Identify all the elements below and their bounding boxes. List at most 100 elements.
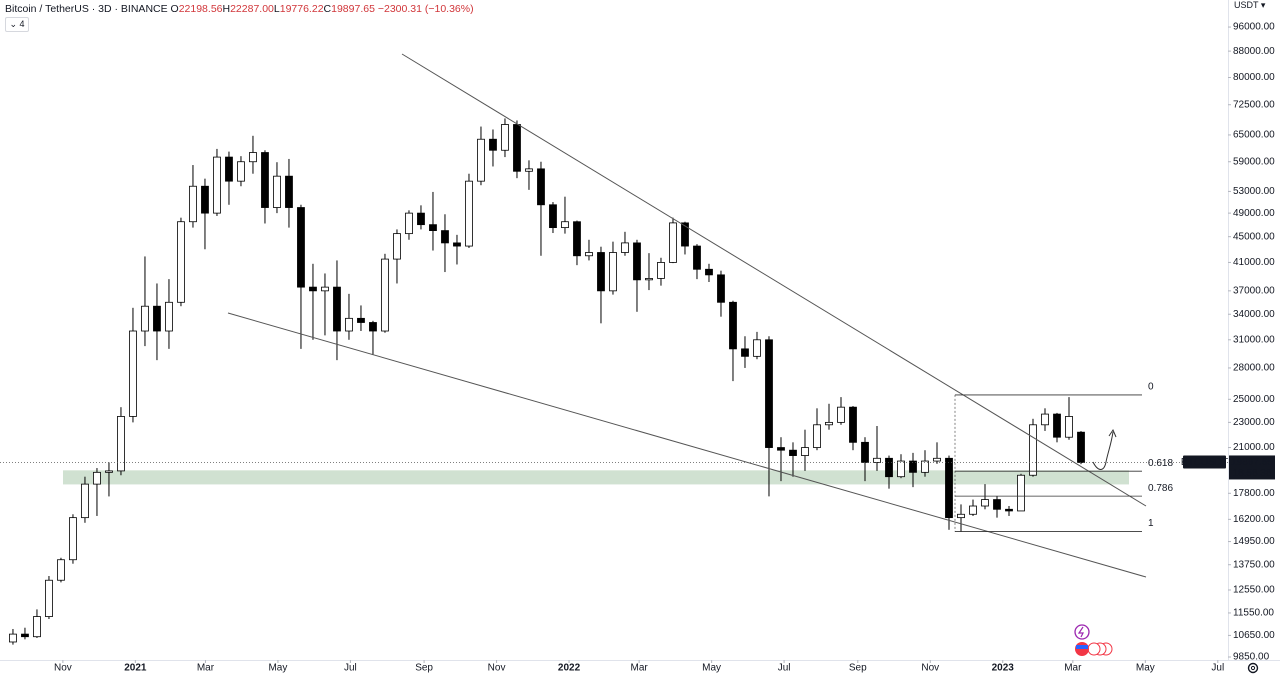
y-tick-label: 25000.00 [1233, 394, 1275, 405]
candle-body [9, 633, 17, 643]
candle-body [585, 252, 593, 257]
x-tick-label: Jul [778, 663, 791, 674]
candle-body [849, 406, 857, 443]
candle-body [753, 339, 761, 357]
x-tick-label: 2023 [992, 663, 1015, 674]
candle-body [81, 483, 89, 519]
x-tick-label: Mar [197, 663, 215, 674]
candle-body [129, 330, 137, 417]
x-tick-label: Mar [631, 663, 649, 674]
support-zone [63, 470, 1129, 485]
legend-key: O [170, 3, 179, 15]
candle-body [825, 421, 833, 426]
candle-body [621, 242, 629, 253]
candle-body [873, 457, 881, 463]
candle-body [261, 152, 269, 208]
candle-body [369, 322, 377, 332]
legend-key: C [323, 3, 332, 15]
candle-body [297, 207, 305, 288]
fib-label: 0.786 [1148, 483, 1173, 494]
candle-body [393, 233, 401, 260]
candle-body [693, 245, 701, 270]
symbol-title: Bitcoin / TetherUS · 3D · BINANCE [5, 3, 168, 15]
candle-body [1053, 413, 1061, 438]
candle-body [741, 348, 749, 357]
x-tick-label: Sep [415, 663, 433, 674]
candle-body [993, 499, 1001, 510]
candle-body [885, 457, 893, 478]
fib-label: 0.618 [1148, 458, 1173, 469]
candle-body [321, 286, 329, 292]
indicators-toggle[interactable]: ⌄ 4 [5, 17, 29, 32]
projection-arrow [1092, 431, 1114, 470]
candle-body [429, 224, 437, 232]
y-tick-label: 96000.00 [1233, 22, 1275, 33]
legend-key: H [222, 3, 231, 15]
legend-value: 19776.22 [279, 3, 324, 15]
candle-body [537, 168, 545, 206]
y-tick-label: 10650.00 [1233, 630, 1275, 641]
symbol-tag [1183, 455, 1226, 469]
candle-body [1005, 508, 1013, 512]
toolbar-icons[interactable] [1074, 624, 1113, 656]
x-tick-label: May [268, 663, 287, 674]
candle-body [1029, 424, 1037, 476]
y-tick-label: 37000.00 [1233, 285, 1275, 296]
candle-body [69, 517, 77, 561]
candle-body [933, 457, 941, 462]
y-tick-label: 72500.00 [1233, 99, 1275, 110]
candle-body [525, 168, 533, 172]
y-tick-label: 31000.00 [1233, 334, 1275, 345]
candle-body [249, 152, 257, 163]
settings-gear[interactable] [1247, 662, 1259, 674]
candle-body [333, 286, 341, 332]
candle-body [609, 252, 617, 292]
candle-body [729, 301, 737, 350]
candle-body [705, 268, 713, 276]
candle-body [669, 222, 677, 263]
currency-menu[interactable]: USDT ▾ [1234, 0, 1266, 10]
candle-body [1041, 413, 1049, 426]
candle-body [981, 499, 989, 507]
candle-body [861, 441, 869, 463]
countdown: 18:58:38 [1233, 468, 1272, 479]
candle-body [237, 161, 245, 182]
candle-body [189, 185, 197, 223]
x-tick-label: May [702, 663, 721, 674]
candle-layer [9, 118, 1085, 645]
candle-body [561, 221, 569, 229]
x-tick-label: 2022 [558, 663, 581, 674]
change-value: −2300.31 (−10.36%) [377, 3, 474, 15]
candle-body [117, 416, 125, 472]
candle-body [909, 460, 917, 473]
gear-hub [1250, 665, 1256, 671]
alert-icon[interactable] [1074, 624, 1090, 640]
arrow-head [1108, 428, 1117, 438]
event-icon[interactable] [1087, 642, 1101, 656]
x-tick-label: May [1136, 663, 1155, 674]
candle-body [33, 616, 41, 638]
candle-body [969, 505, 977, 515]
candle-body [21, 633, 29, 638]
x-tick-label: Jul [1211, 663, 1224, 674]
legend-value: 22198.56 [178, 3, 223, 15]
candle-body [777, 447, 785, 451]
indicator-count: 4 [19, 19, 25, 29]
candle-body [513, 124, 521, 172]
candle-body [1017, 474, 1025, 512]
candle-body [273, 175, 281, 208]
candle-body [837, 406, 845, 423]
candle-body [489, 138, 497, 151]
last-price: 19897.65 [1231, 457, 1273, 468]
candle-body [633, 242, 641, 281]
candle-body [573, 221, 581, 257]
candle-body [153, 305, 161, 332]
candle-body [165, 301, 173, 332]
legend-header: Bitcoin / TetherUS · 3D · BINANCE O22198… [5, 3, 474, 15]
x-tick-label: Nov [488, 663, 506, 674]
candle-body [717, 274, 725, 303]
candle-body [453, 242, 461, 247]
legend-value: 22287.00 [230, 3, 274, 15]
zone-layer [63, 470, 1129, 485]
